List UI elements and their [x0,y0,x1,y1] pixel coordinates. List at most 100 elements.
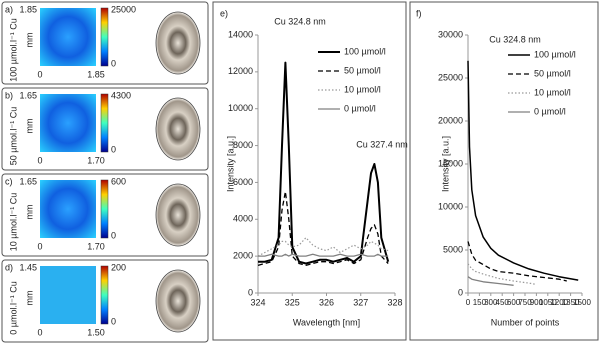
x-tick-label: 1500 [573,298,591,307]
panel-frame [1,1,209,85]
heatmap-image [40,180,96,238]
x-tick-label: 1350 [562,298,580,307]
y-axis-label: Intensity [a.u.] [440,136,450,192]
y-tick-label: 4000 [233,214,253,224]
x-axis-label: Wavelength [nm] [293,317,360,327]
tissue-image [155,11,201,75]
panel-frame [1,173,209,257]
colorbar-min: 0 [111,144,116,154]
y-tick-label: 15000 [438,158,463,168]
x-tick-label: 150 [473,298,487,307]
map-panels: a) 100 µmol.l⁻¹ Cu mm 1.85 0 1.85 25000 0 b) 50 µ… [1,1,209,343]
legend-label: 10 µmol/l [534,87,571,97]
y-tick-label: 25000 [438,72,463,82]
colorbar-max: 200 [111,262,126,272]
series-line [467,60,579,281]
series-line [467,241,567,282]
x-axis-label: Number of points [491,317,560,327]
legend-label: 0 µmol/l [534,106,566,116]
series-line [467,276,514,286]
x-max-label: 1.85 [87,69,105,79]
colorbar-min: 0 [111,316,116,326]
y-tick-label: 0 [458,287,463,297]
panel-label: b) [5,90,13,100]
x-tick-label: 450 [496,298,510,307]
y-max-label: 1.65 [19,176,37,186]
x-max-label: 1.50 [87,327,105,337]
axis-unit: mm [24,119,34,134]
y-max-label: 1.65 [19,90,37,100]
colorbar-max: 25000 [111,4,136,14]
side-label: 0 µmol.l⁻¹ Cu [8,281,18,334]
y-tick-label: 10000 [438,201,463,211]
heatmap-image [40,94,96,152]
x-tick-label: 600 [507,298,521,307]
legend-label: 50 µmol/l [344,65,381,75]
panel-label: d) [5,262,13,272]
axis-unit: mm [24,33,34,48]
series-line [257,190,389,267]
x-tick-label: 328 [387,297,402,307]
side-label: 100 µmol.l⁻¹ Cu [8,18,18,81]
legend-label: 10 µmol/l [344,84,381,94]
tissue-image [155,269,201,333]
annotation: Cu 324.8 nm [489,34,541,44]
panel-frame [1,259,209,343]
y-tick-label: 14000 [228,29,253,39]
colorbar [100,7,109,67]
colorbar [100,179,109,239]
y-tick-label: 12000 [228,66,253,76]
colorbar [100,265,109,325]
y-tick-label: 20000 [438,115,463,125]
y-tick-label: 6000 [233,177,253,187]
colorbar-max: 600 [111,176,126,186]
tissue-image [155,97,201,161]
origin-label: 0 [37,241,42,251]
heatmap-image [40,266,96,324]
x-tick-label: 327 [353,297,368,307]
y-tick-label: 2000 [233,251,253,261]
origin-label: 0 [37,69,42,79]
panel-frame [409,1,599,341]
side-label: 50 µmol.l⁻¹ Cu [8,107,18,165]
x-tick-label: 750 [518,298,532,307]
colorbar [100,93,109,153]
panel-label: f) [416,8,422,18]
x-tick-label: 326 [319,297,334,307]
series-line [467,263,537,285]
legend-label: 100 µmol/l [534,49,576,59]
legend-label: 100 µmol/l [344,46,386,56]
side-label: 10 µmol.l⁻¹ Cu [8,193,18,251]
tissue-image [155,183,201,247]
y-tick-label: 5000 [443,244,463,254]
panel-frame [212,1,407,341]
legend-label: 0 µmol/l [344,103,376,113]
axis-unit: mm [24,291,34,306]
x-tick-label: 325 [285,297,300,307]
y-tick-label: 0 [248,287,253,297]
panel-label: a) [5,4,13,14]
legend-label: 50 µmol/l [534,68,571,78]
heatmap-image [40,8,96,66]
x-tick-label: 300 [484,298,498,307]
y-tick-label: 8000 [233,140,253,150]
series-line [258,61,390,265]
x-max-label: 1.70 [87,241,105,251]
y-tick-label: 10000 [228,103,253,113]
colorbar-min: 0 [111,230,116,240]
annotation: Cu 327.4 nm [356,139,408,149]
origin-label: 0 [37,155,42,165]
x-max-label: 1.70 [87,155,105,165]
y-max-label: 1.45 [19,262,37,272]
axis-unit: mm [24,205,34,220]
origin-label: 0 [37,327,42,337]
x-tick-label: 900 [530,298,544,307]
panel-label: c) [5,176,13,186]
x-tick-label: 0 [466,298,471,307]
colorbar-max: 4300 [111,90,131,100]
x-tick-label: 1200 [550,298,568,307]
y-tick-label: 30000 [438,29,463,39]
panel-label: e) [220,8,228,18]
